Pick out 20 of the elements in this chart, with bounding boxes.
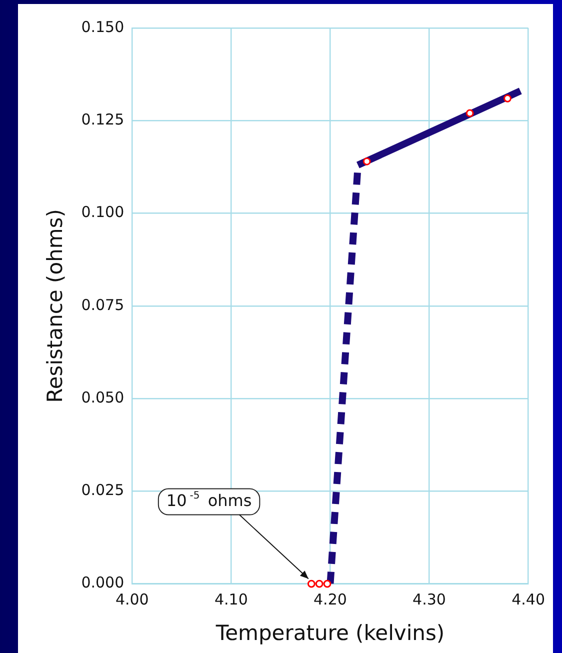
point bbox=[307, 580, 316, 588]
x-tick-label: 4.00 bbox=[115, 590, 149, 609]
point bbox=[466, 109, 474, 118]
y-tick-label: 0.150 bbox=[81, 18, 124, 36]
y-tick-label: 0.050 bbox=[81, 388, 124, 406]
x-tick-label: 4.20 bbox=[314, 590, 347, 609]
point bbox=[323, 580, 332, 588]
y-tick-label: 0.025 bbox=[81, 481, 124, 500]
y-axis-title: Resistance (ohms) bbox=[43, 209, 68, 403]
x-tick-label: 4.30 bbox=[412, 590, 446, 609]
point bbox=[315, 580, 324, 588]
y-tick-label: 0.075 bbox=[81, 296, 124, 314]
y-tick-label: 0.000 bbox=[81, 574, 124, 592]
x-tick-label: 4.40 bbox=[512, 590, 546, 609]
y-tick-label: 0.125 bbox=[81, 110, 124, 129]
y-tick-label: 0.100 bbox=[81, 203, 124, 222]
point bbox=[504, 94, 512, 102]
point bbox=[362, 157, 371, 166]
x-axis-title: Temperature (kelvins) bbox=[214, 620, 445, 645]
x-tick-label: 4.10 bbox=[214, 590, 248, 609]
